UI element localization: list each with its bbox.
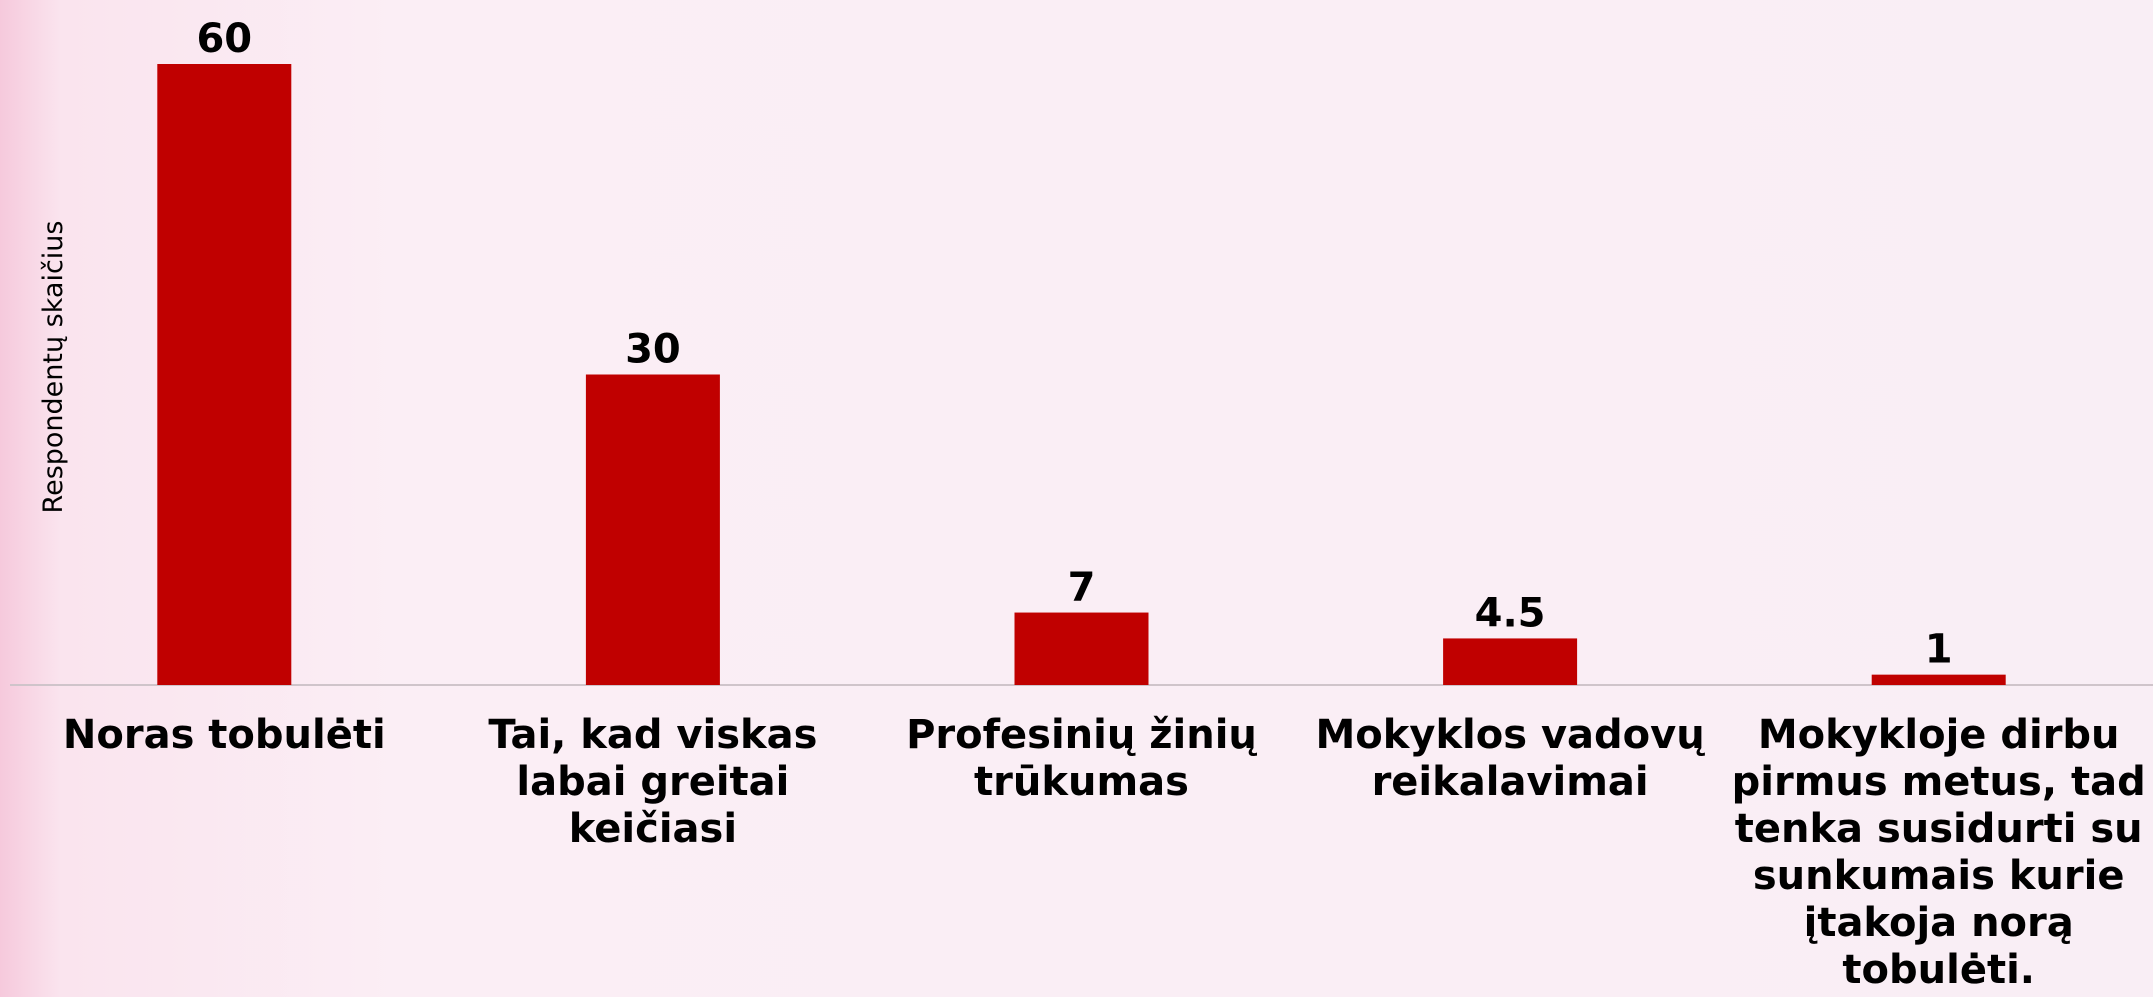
bar (1871, 674, 2006, 685)
bar (1443, 638, 1578, 685)
value-label: 4.5 (1475, 590, 1546, 636)
bar (1014, 612, 1149, 685)
x-tick-label: Mokyklos vadovų reikalavimai (1315, 712, 1705, 805)
bar (157, 64, 292, 685)
value-label: 1 (1925, 627, 1953, 673)
value-label: 7 (1068, 565, 1096, 611)
x-tick-label: Noras tobulėti (62, 712, 386, 758)
x-tick-label: Tai, kad viskas labai greitai keičiasi (488, 712, 818, 852)
x-tick-label: Profesinių žinių trūkumas (906, 712, 1257, 805)
value-label: 60 (196, 16, 252, 62)
y-axis-label: Respondentų skaičius (38, 221, 69, 514)
bar (585, 374, 720, 685)
value-label: 30 (625, 327, 681, 373)
x-tick-label: Mokykloje dirbu pirmus metus, tad tenka … (1731, 712, 2146, 993)
